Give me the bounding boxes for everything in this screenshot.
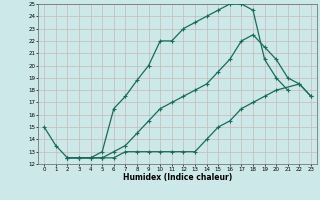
X-axis label: Humidex (Indice chaleur): Humidex (Indice chaleur)	[123, 173, 232, 182]
